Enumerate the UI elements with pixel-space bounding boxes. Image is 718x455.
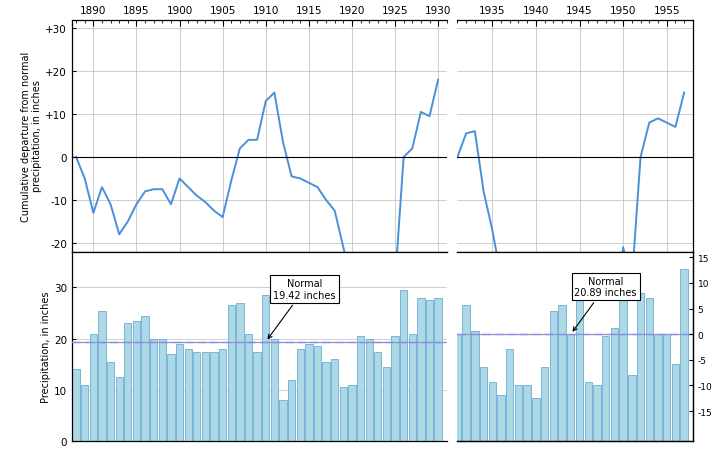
Bar — [611, 329, 618, 441]
Bar — [506, 349, 513, 441]
Bar — [620, 283, 627, 441]
Bar — [391, 336, 398, 441]
Bar — [576, 288, 583, 441]
Bar — [253, 352, 261, 441]
Bar — [681, 270, 688, 441]
Bar — [567, 334, 574, 441]
Bar — [193, 352, 200, 441]
Text: Normal
20.89 inches: Normal 20.89 inches — [573, 276, 637, 331]
Bar — [654, 334, 662, 441]
Bar — [150, 339, 157, 441]
Y-axis label: Precipitation, in inches: Precipitation, in inches — [41, 291, 51, 402]
Bar — [297, 349, 304, 441]
Bar — [167, 354, 174, 441]
Bar — [602, 336, 610, 441]
Bar — [426, 301, 433, 441]
Bar — [245, 334, 252, 441]
Bar — [454, 334, 461, 441]
Bar — [374, 352, 381, 441]
Bar — [417, 298, 424, 441]
Bar — [340, 388, 347, 441]
Bar — [550, 311, 557, 441]
Bar — [202, 352, 209, 441]
Bar — [228, 306, 235, 441]
Bar — [559, 306, 566, 441]
Bar — [637, 293, 644, 441]
Bar — [523, 385, 531, 441]
Bar — [628, 375, 635, 441]
Bar — [279, 400, 286, 441]
Bar — [331, 359, 338, 441]
Bar — [133, 321, 140, 441]
Bar — [219, 349, 226, 441]
Bar — [210, 352, 218, 441]
Bar — [489, 383, 496, 441]
Y-axis label: Cumulative departure from normal
precipitation, in inches: Cumulative departure from normal precipi… — [21, 51, 42, 221]
Bar — [471, 331, 479, 441]
Bar — [383, 367, 390, 441]
Bar — [532, 398, 540, 441]
Bar — [73, 369, 80, 441]
Bar — [176, 344, 183, 441]
Bar — [314, 347, 321, 441]
Bar — [124, 324, 131, 441]
Bar — [365, 339, 373, 441]
Bar — [498, 395, 505, 441]
Bar — [81, 385, 88, 441]
Text: Normal
19.42 inches: Normal 19.42 inches — [268, 278, 336, 339]
Bar — [98, 311, 106, 441]
Bar — [288, 380, 295, 441]
Bar — [236, 303, 243, 441]
Bar — [348, 385, 355, 441]
Bar — [515, 385, 522, 441]
Bar — [541, 367, 549, 441]
Bar — [400, 290, 407, 441]
Bar — [480, 367, 488, 441]
Bar — [462, 306, 470, 441]
Bar — [584, 383, 592, 441]
Bar — [409, 334, 416, 441]
Bar — [593, 385, 601, 441]
Bar — [357, 336, 364, 441]
Bar — [262, 295, 269, 441]
Bar — [90, 334, 97, 441]
Bar — [141, 316, 149, 441]
Bar — [116, 377, 123, 441]
Bar — [185, 349, 192, 441]
Bar — [322, 362, 330, 441]
Bar — [663, 334, 671, 441]
Bar — [271, 339, 278, 441]
Bar — [672, 364, 679, 441]
Bar — [107, 362, 114, 441]
Bar — [434, 298, 442, 441]
Bar — [159, 339, 166, 441]
Bar — [645, 298, 653, 441]
Bar — [305, 344, 312, 441]
